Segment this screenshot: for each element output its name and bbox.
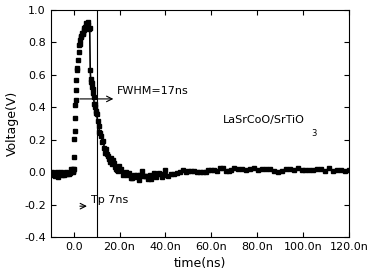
X-axis label: time(ns): time(ns)	[174, 258, 226, 270]
Text: 3: 3	[311, 129, 316, 138]
Text: LaSrCoO/SrTiO: LaSrCoO/SrTiO	[223, 115, 305, 125]
Text: FWHM=17ns: FWHM=17ns	[117, 86, 189, 96]
Text: Tp 7ns: Tp 7ns	[91, 195, 128, 205]
Y-axis label: Voltage(V): Voltage(V)	[6, 91, 19, 156]
